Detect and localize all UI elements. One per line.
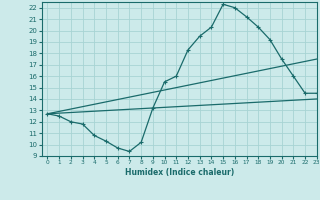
- X-axis label: Humidex (Indice chaleur): Humidex (Indice chaleur): [124, 168, 234, 177]
